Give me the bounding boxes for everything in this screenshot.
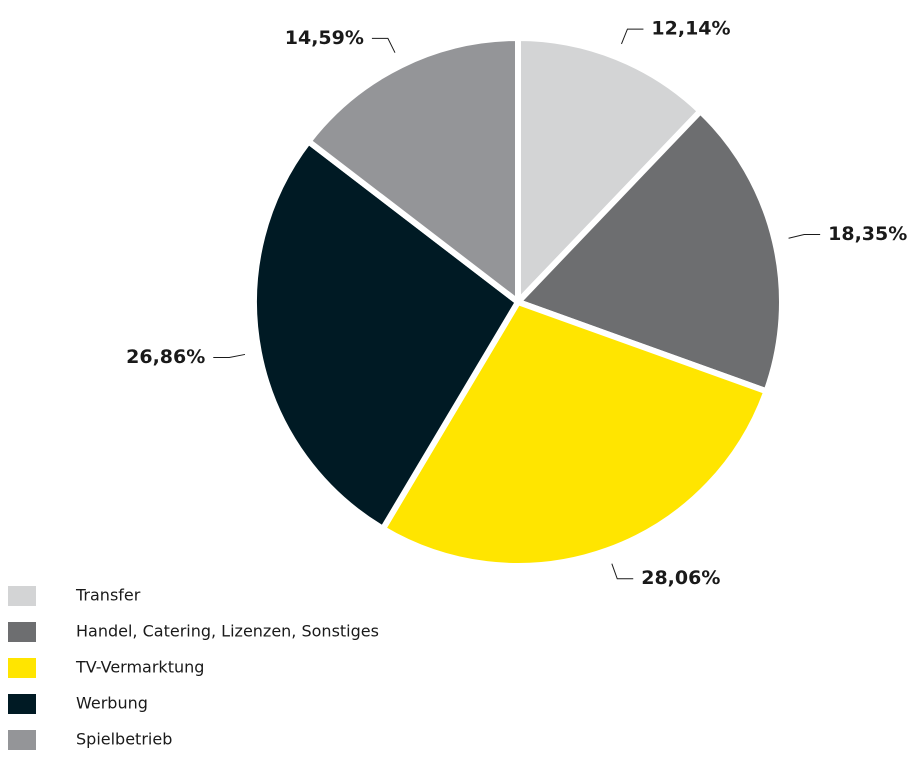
leader-line <box>371 37 396 53</box>
legend-swatch <box>8 586 36 606</box>
legend-label: TV-Vermarktung <box>75 658 204 677</box>
value-label: 18,35% <box>828 223 907 245</box>
legend-label: Transfer <box>75 586 141 605</box>
legend-swatch <box>8 658 36 678</box>
pie-slice <box>305 35 521 305</box>
leader-line <box>611 563 634 580</box>
value-label: 28,06% <box>641 567 720 589</box>
legend-label: Werbung <box>76 694 148 713</box>
legend-swatch <box>8 694 36 714</box>
value-label: 12,14% <box>651 18 730 40</box>
leader-line <box>213 353 246 358</box>
pie-slice <box>515 35 704 305</box>
pie-slice <box>515 108 785 395</box>
value-label: 26,86% <box>126 346 205 368</box>
legend-swatch <box>8 622 36 642</box>
legend-label: Handel, Catering, Lizenzen, Sonstiges <box>76 622 379 641</box>
legend-label: Spielbetrieb <box>76 730 172 749</box>
leader-line <box>621 28 644 45</box>
legend-swatch <box>8 730 36 750</box>
leader-line <box>788 234 821 239</box>
pie-slice <box>251 138 521 532</box>
value-label: 14,59% <box>285 27 364 49</box>
